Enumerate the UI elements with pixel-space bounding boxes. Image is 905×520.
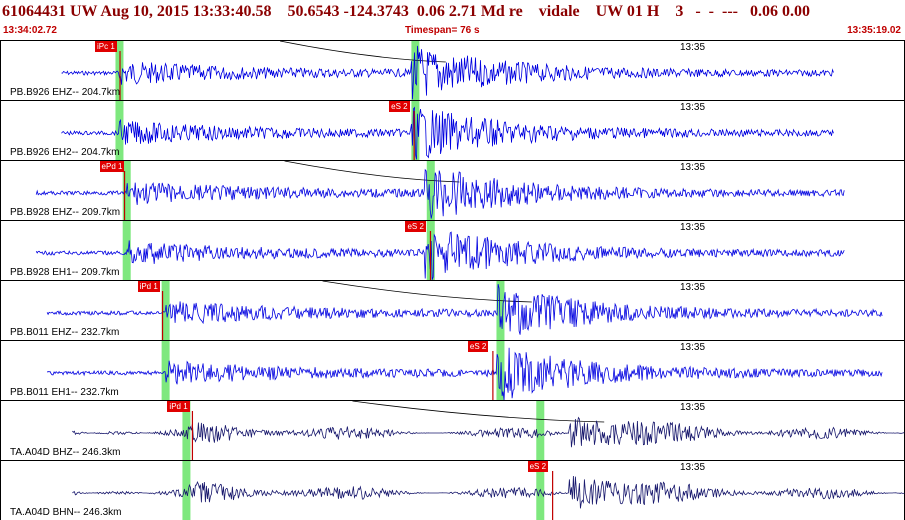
waveform-plot [35,161,845,220]
seismogram-panel[interactable]: eS 2 13:35 PB.B926 EH2-- 204.7km [0,100,905,160]
phase-pick-label[interactable]: eS 2 [389,101,410,112]
station-channel-label: TA.A04D BHN-- 246.3km [10,507,122,518]
start-time-label: 13:34:02.72 [3,25,57,36]
minute-time-mark: 13:35 [680,102,706,113]
phase-pick-label[interactable]: iPd 1 [137,281,160,292]
s-window-marker [426,161,435,220]
event-summary-title: 61064431 UW Aug 10, 2015 13:33:40.58 50.… [2,3,810,20]
station-channel-label: PB.B926 EHZ-- 204.7km [10,87,121,98]
station-channel-label: PB.B011 EH1-- 232.7km [10,387,119,398]
waveform-plot [35,221,845,280]
s-window-marker [496,281,505,340]
minute-time-mark: 13:35 [680,222,706,233]
minute-time-mark: 13:35 [680,342,706,353]
waveform-trace [46,284,883,335]
waveform-trace [35,231,845,280]
waveform-trace [72,475,905,509]
seismogram-panels[interactable]: iPc 1 13:35 PB.B926 EHZ-- 204.7km eS 2 13:35… [0,40,905,520]
seismogram-panel[interactable]: iPd 1 13:35 PB.B011 EHZ-- 232.7km [0,280,905,340]
s-window-marker [536,401,545,460]
waveform-plot [46,341,883,400]
phase-pick-label[interactable]: iPd 1 [167,401,190,412]
minute-time-mark: 13:35 [680,402,706,413]
end-time-label: 13:35:19.02 [847,25,901,36]
station-channel-label: PB.B928 EHZ-- 209.7km [10,207,121,218]
phase-pick-label[interactable]: eS 2 [467,341,489,352]
minute-time-mark: 13:35 [680,282,706,293]
minute-time-mark: 13:35 [680,462,706,473]
waveform-trace [72,416,905,448]
travel-time-curve [322,281,532,303]
station-channel-label: PB.B926 EH2-- 204.7km [10,147,120,158]
waveform-trace [35,168,845,219]
seismogram-panel[interactable]: iPc 1 13:35 PB.B926 EHZ-- 204.7km [0,40,905,100]
seismogram-panel[interactable]: eS 2 13:35 PB.B928 EH1-- 209.7km [0,220,905,280]
phase-pick-label[interactable]: ePd 1 [99,161,125,172]
travel-time-curve [284,161,460,183]
s-window-marker [411,101,420,160]
event-header: 61064431 UW Aug 10, 2015 13:33:40.58 50.… [0,0,905,40]
waveform-trace [46,347,883,400]
travel-time-curve [352,401,605,423]
phase-pick-label[interactable]: eS 2 [527,461,549,472]
seismogram-panel[interactable]: eS 2 13:35 PB.B011 EH1-- 232.7km [0,340,905,400]
station-channel-label: PB.B928 EH1-- 209.7km [10,267,120,278]
minute-time-mark: 13:35 [680,42,706,53]
seismogram-panel[interactable]: ePd 1 13:35 PB.B928 EHZ-- 209.7km [0,160,905,220]
waveform-plot [72,461,905,520]
p-window-marker [161,341,170,400]
waveform-plot [46,281,883,340]
p-window-marker [115,101,124,160]
waveform-plot [61,41,834,100]
phase-pick-label[interactable]: eS 2 [405,221,426,232]
station-channel-label: PB.B011 EHZ-- 232.7km [10,327,120,338]
station-channel-label: TA.A04D BHZ-- 246.3km [10,447,121,458]
seismogram-panel[interactable]: iPd 1 13:35 TA.A04D BHZ-- 246.3km [0,400,905,460]
phase-pick-label[interactable]: iPc 1 [95,41,117,52]
seismogram-panel[interactable]: eS 2 13:35 TA.A04D BHN-- 246.3km [0,460,905,520]
waveform-trace [61,106,834,160]
waveform-plot [72,401,905,460]
waveform-plot [61,101,834,160]
minute-time-mark: 13:35 [680,162,706,173]
timespan-label: Timespan= 76 s [405,25,480,36]
waveform-trace [61,45,834,100]
